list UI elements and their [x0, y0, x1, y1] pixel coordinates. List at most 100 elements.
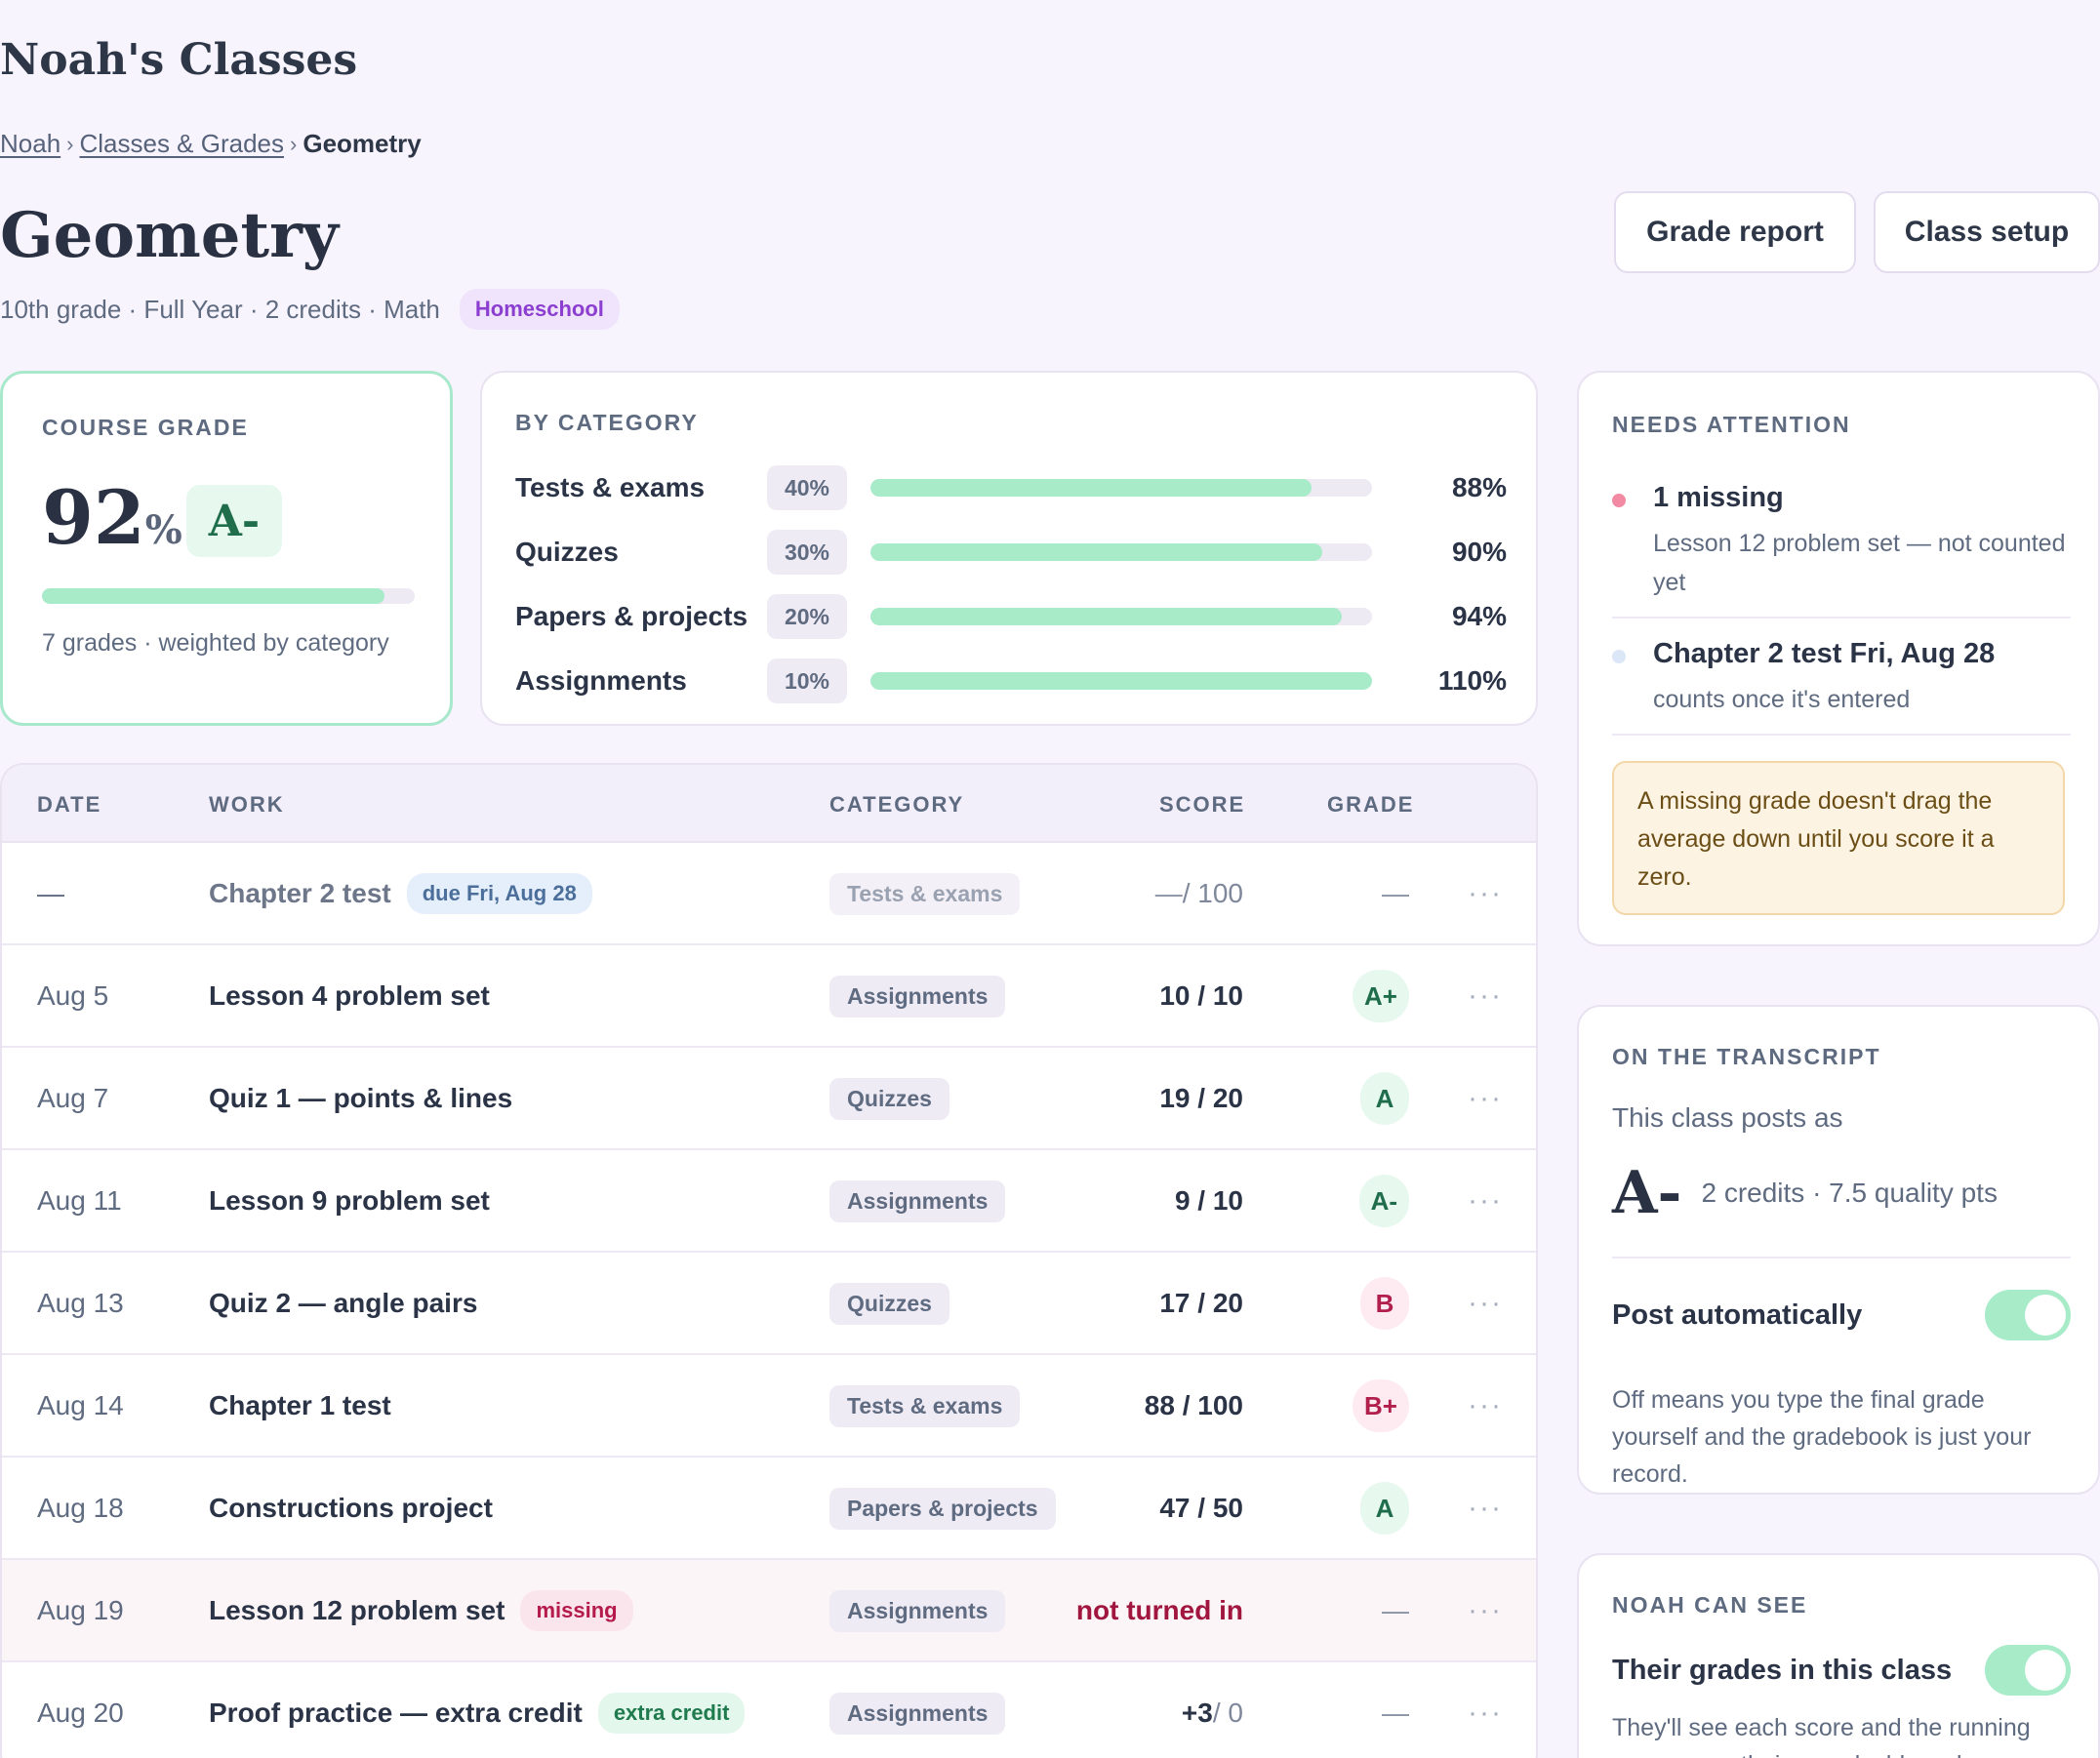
- work-title[interactable]: Lesson 4 problem set: [209, 980, 490, 1011]
- row-score[interactable]: 17 / 20: [1159, 1253, 1243, 1354]
- grade-badge: A-: [1358, 1175, 1409, 1227]
- more-options-icon[interactable]: ···: [1468, 979, 1503, 1012]
- row-score[interactable]: — / 100: [1155, 843, 1243, 944]
- row-category: Papers & projects: [829, 1458, 1056, 1559]
- row-score[interactable]: +3 / 0: [1182, 1662, 1243, 1758]
- more-options-icon[interactable]: ···: [1468, 1287, 1503, 1319]
- score-value: 19 / 20: [1159, 1083, 1243, 1113]
- row-date: Aug 5: [37, 980, 109, 1011]
- course-grade-number: 92: [42, 474, 145, 561]
- work-title[interactable]: Lesson 9 problem set: [209, 1185, 490, 1216]
- more-options-icon[interactable]: ···: [1468, 877, 1503, 909]
- category-bar-fill: [870, 543, 1322, 561]
- table-row[interactable]: — Chapter 2 test due Fri, Aug 28 Tests & …: [2, 843, 1536, 945]
- row-work: Quiz 1 — points & lines: [209, 1048, 512, 1149]
- transcript-card: ON THE TRANSCRIPT This class posts as A-…: [1577, 1005, 2100, 1495]
- work-title[interactable]: Quiz 2 — angle pairs: [209, 1288, 478, 1318]
- row-grade: B+: [1353, 1355, 1409, 1457]
- grade-empty: —: [1382, 878, 1409, 908]
- table-row[interactable]: Aug 14 Chapter 1 test Tests & exams 88 /…: [2, 1355, 1536, 1458]
- breadcrumb-current: Geometry: [303, 129, 422, 158]
- category-bar: [870, 608, 1372, 625]
- category-bar: [870, 479, 1372, 497]
- score-value: +3: [1181, 1698, 1213, 1728]
- table-row[interactable]: Aug 19 Lesson 12 problem set missing Assi…: [2, 1560, 1536, 1662]
- extra-tag: extra credit: [597, 1693, 746, 1734]
- row-score[interactable]: 10 / 10: [1159, 945, 1243, 1047]
- row-grade: —: [1382, 1662, 1409, 1758]
- score-value: 47 / 50: [1159, 1493, 1243, 1523]
- row-score[interactable]: 88 / 100: [1145, 1355, 1243, 1457]
- row-grade: —: [1382, 843, 1409, 944]
- grade-badge: B+: [1353, 1379, 1409, 1432]
- attention-item-missing[interactable]: 1 missing Lesson 12 problem set — not co…: [1612, 482, 2071, 602]
- row-category: Quizzes: [829, 1253, 949, 1354]
- more-options-icon[interactable]: ···: [1468, 1594, 1503, 1626]
- table-row[interactable]: Aug 18 Constructions project Papers & pr…: [2, 1458, 1536, 1560]
- work-title[interactable]: Quiz 1 — points & lines: [209, 1083, 513, 1113]
- header-score[interactable]: SCORE: [1159, 792, 1246, 817]
- class-setup-button[interactable]: Class setup: [1874, 191, 2100, 273]
- row-score[interactable]: 47 / 50: [1159, 1458, 1243, 1559]
- more-options-icon[interactable]: ···: [1468, 1697, 1503, 1729]
- more-options-icon[interactable]: ···: [1468, 1184, 1503, 1217]
- grades-table: DATE WORK CATEGORY SCORE GRADE — Chapter…: [0, 763, 1538, 1758]
- category-row: Quizzes 30% 90%: [515, 527, 1507, 578]
- score-value: 88 / 100: [1144, 1390, 1243, 1420]
- category-percent: 90%: [1451, 537, 1507, 567]
- more-options-icon[interactable]: ···: [1468, 1389, 1503, 1421]
- table-header: DATE WORK CATEGORY SCORE GRADE: [2, 765, 1536, 843]
- header-grade[interactable]: GRADE: [1327, 792, 1415, 817]
- header-date[interactable]: DATE: [37, 792, 102, 817]
- table-row[interactable]: Aug 5 Lesson 4 problem set Assignments 1…: [2, 945, 1536, 1048]
- homeschool-badge: Homeschool: [459, 289, 620, 330]
- work-title[interactable]: Chapter 2 test: [209, 878, 391, 908]
- table-row[interactable]: Aug 13 Quiz 2 — angle pairs Quizzes 17 /…: [2, 1253, 1536, 1355]
- more-options-icon[interactable]: ···: [1468, 1082, 1503, 1114]
- attention-title: 1 missing: [1653, 482, 1784, 513]
- work-title[interactable]: Lesson 12 problem set: [209, 1595, 505, 1625]
- table-row[interactable]: Aug 20 Proof practice — extra credit extr…: [2, 1662, 1536, 1758]
- row-score[interactable]: not turned in: [1076, 1560, 1243, 1661]
- breadcrumb-classes-grades[interactable]: Classes & Grades: [79, 129, 285, 158]
- table-row[interactable]: Aug 7 Quiz 1 — points & lines Quizzes 19…: [2, 1048, 1536, 1150]
- row-work: Chapter 2 test due Fri, Aug 28: [209, 843, 592, 944]
- missing-tag: missing: [520, 1590, 633, 1631]
- transcript-label: ON THE TRANSCRIPT: [1612, 1044, 1881, 1069]
- row-date: Aug 14: [37, 1390, 124, 1420]
- course-grade-letter: A-: [186, 485, 282, 557]
- needs-attention-card: NEEDS ATTENTION 1 missing Lesson 12 prob…: [1577, 371, 2100, 946]
- row-category: Tests & exams: [829, 843, 1021, 944]
- grade-badge: B: [1360, 1277, 1409, 1330]
- header-work[interactable]: WORK: [209, 792, 285, 817]
- attention-item-upcoming[interactable]: Chapter 2 test Fri, Aug 28 counts once i…: [1612, 638, 2071, 719]
- category-bar-fill: [870, 479, 1312, 497]
- by-category-label: BY CATEGORY: [515, 410, 699, 435]
- row-score[interactable]: 9 / 10: [1175, 1150, 1243, 1252]
- breadcrumb-noah[interactable]: Noah: [0, 129, 61, 158]
- work-title[interactable]: Chapter 1 test: [209, 1390, 391, 1420]
- row-score[interactable]: 19 / 20: [1159, 1048, 1243, 1149]
- post-automatically-row: Post automatically: [1612, 1290, 2071, 1340]
- row-category: Assignments: [829, 945, 1006, 1047]
- work-title[interactable]: Constructions project: [209, 1493, 493, 1523]
- score-value: not turned in: [1075, 1595, 1243, 1625]
- course-grade-percent: 92%: [42, 481, 182, 555]
- header-category[interactable]: CATEGORY: [829, 792, 965, 817]
- grades-visible-toggle[interactable]: [1985, 1645, 2071, 1696]
- grade-empty: —: [1382, 1595, 1409, 1625]
- category-percent: 94%: [1451, 601, 1507, 631]
- grade-report-button[interactable]: Grade report: [1614, 191, 1856, 273]
- row-category: Quizzes: [829, 1048, 949, 1149]
- breadcrumb: Noah › Classes & Grades › Geometry: [0, 129, 422, 159]
- category-pill: Assignments: [829, 975, 1006, 1018]
- divider: [1612, 617, 2071, 619]
- category-weight: 20%: [767, 594, 847, 639]
- row-work: Lesson 9 problem set: [209, 1150, 490, 1252]
- post-automatically-toggle[interactable]: [1985, 1290, 2071, 1340]
- grades-visible-row: Their grades in this class: [1612, 1645, 2071, 1696]
- percent-sign: %: [144, 507, 182, 553]
- work-title[interactable]: Proof practice — extra credit: [209, 1698, 583, 1728]
- table-row[interactable]: Aug 11 Lesson 9 problem set Assignments …: [2, 1150, 1536, 1253]
- more-options-icon[interactable]: ···: [1468, 1492, 1503, 1524]
